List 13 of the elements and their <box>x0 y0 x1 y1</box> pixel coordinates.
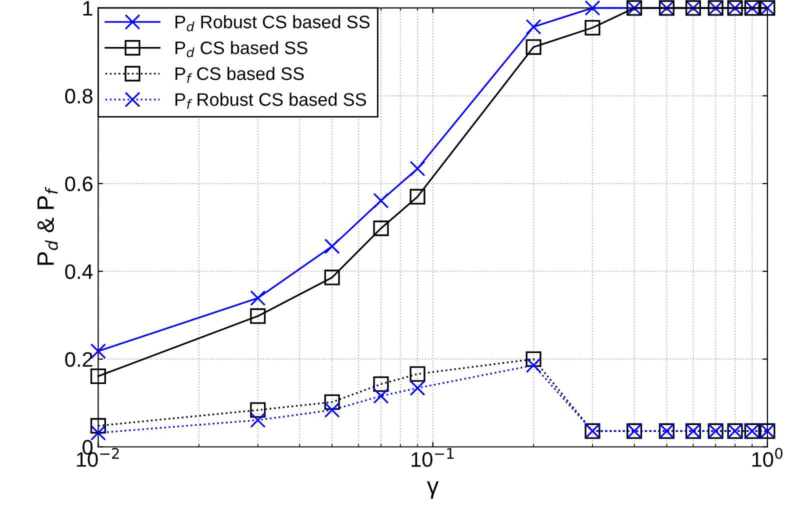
y-tick-label: 0.6 <box>65 176 92 192</box>
legend-label: P$_{f}$ Robust CS based SS <box>176 92 366 109</box>
y-axis-title: P$_{d}$ & P$_{f}$ <box>37 186 58 265</box>
y-tick-label: 0.2 <box>65 352 92 367</box>
legend-label: P$_{f}$ CS based SS <box>176 66 304 83</box>
x-tick-label: 10$^{0}$ <box>752 448 782 467</box>
y-tick-label: 0.4 <box>65 264 93 280</box>
legend-label: P$_{d}$ Robust CS based SS <box>176 15 370 32</box>
y-tick-label: 1 <box>83 1 92 16</box>
x-axis-title: γ <box>427 481 439 499</box>
y-tick-label: 0.8 <box>65 88 92 104</box>
legend-label: P$_{d}$ CS based SS <box>176 40 308 58</box>
x-tick-label: 10$^{−1}$ <box>412 448 454 467</box>
